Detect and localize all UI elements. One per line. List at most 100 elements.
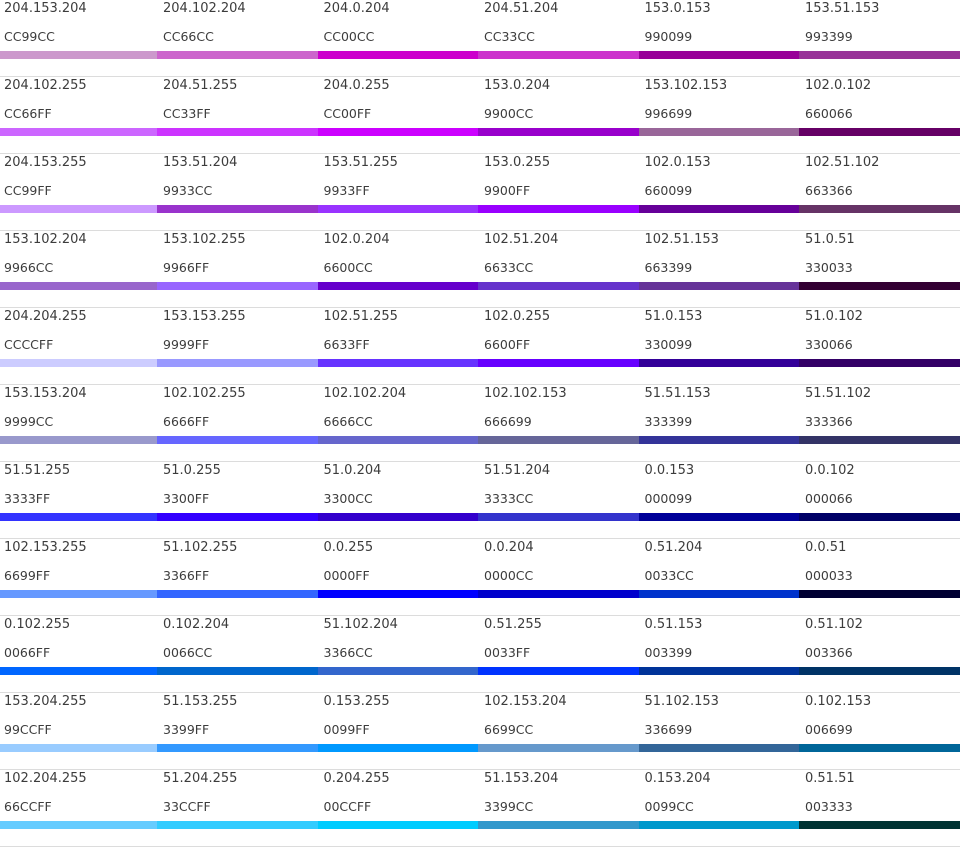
color-cell: 51.102.153 336699	[638, 693, 799, 769]
rgb-value: 153.51.204	[163, 155, 238, 170]
color-cell: 153.51.153 993399	[799, 0, 960, 76]
hex-value: CC66FF	[4, 106, 52, 121]
color-swatch	[0, 513, 157, 521]
color-row: 204.204.255 CCCCFF 153.153.255 9999FF 102.51…	[0, 308, 960, 385]
color-cell: 51.102.255 3366FF	[157, 539, 318, 615]
color-swatch	[478, 590, 639, 598]
rgb-value: 153.102.153	[644, 78, 728, 93]
color-swatch	[799, 51, 960, 59]
hex-value: 3333CC	[484, 491, 534, 506]
hex-value: 000033	[805, 568, 853, 583]
color-cell: 0.204.255 00CCFF	[317, 770, 478, 846]
color-row: 102.153.255 6699FF 51.102.255 3366FF 0.0.255…	[0, 539, 960, 616]
hex-value: 6633FF	[323, 337, 370, 352]
rgb-value: 0.153.204	[644, 771, 711, 786]
color-cell: 0.102.255 0066FF	[0, 616, 157, 692]
rgb-value: 153.204.255	[4, 694, 87, 709]
color-swatch	[157, 128, 318, 136]
color-cell: 102.204.255 66CCFF	[0, 770, 157, 846]
color-cell: 0.153.255 0099FF	[317, 693, 478, 769]
color-row: 153.102.204 9966CC 153.102.255 9966FF 102.0.…	[0, 231, 960, 308]
color-cell: 204.51.204 CC33CC	[478, 0, 639, 76]
rgb-value: 0.0.51	[805, 540, 847, 555]
rgb-value: 204.51.204	[484, 1, 559, 16]
rgb-value: 0.51.51	[805, 771, 855, 786]
color-cell: 0.0.255 0000FF	[317, 539, 478, 615]
color-cell: 51.0.255 3300FF	[157, 462, 318, 538]
hex-value: 333366	[805, 414, 853, 429]
hex-value: 0000CC	[484, 568, 534, 583]
rgb-value: 51.153.255	[163, 694, 238, 709]
color-cell: 153.102.153 996699	[638, 77, 799, 153]
hex-value: 9933FF	[323, 183, 370, 198]
color-swatch	[0, 744, 157, 752]
hex-value: 6699CC	[484, 722, 534, 737]
color-cell: 153.102.204 9966CC	[0, 231, 157, 307]
rgb-value: 102.51.102	[805, 155, 880, 170]
color-swatch	[478, 513, 639, 521]
rgb-value: 153.102.204	[4, 232, 87, 247]
color-cell: 51.51.204 3333CC	[478, 462, 639, 538]
color-swatch	[157, 51, 318, 59]
hex-value: 33CCFF	[163, 799, 211, 814]
color-cell: 0.0.51 000033	[799, 539, 960, 615]
color-cell: 153.153.255 9999FF	[157, 308, 318, 384]
color-cell: 102.0.204 6600CC	[317, 231, 478, 307]
rgb-value: 0.102.153	[805, 694, 872, 709]
hex-value: CC99CC	[4, 29, 55, 44]
hex-value: 3333FF	[4, 491, 51, 506]
hex-value: 99CCFF	[4, 722, 52, 737]
color-cell: 0.51.51 003333	[799, 770, 960, 846]
rgb-value: 51.204.255	[163, 771, 238, 786]
rgb-value: 102.0.255	[484, 309, 551, 324]
rgb-value: 102.0.153	[644, 155, 711, 170]
rgb-value: 102.204.255	[4, 771, 87, 786]
rgb-value: 51.51.204	[484, 463, 551, 478]
hex-value: CC00FF	[323, 106, 372, 121]
color-swatch	[799, 667, 960, 675]
rgb-value: 153.153.204	[4, 386, 87, 401]
color-swatch	[0, 436, 157, 444]
hex-value: 0066FF	[4, 645, 51, 660]
rgb-value: 153.0.153	[644, 1, 711, 16]
rgb-value: 0.0.153	[644, 463, 695, 478]
color-row: 204.102.255 CC66FF 204.51.255 CC33FF 204.0.2…	[0, 77, 960, 154]
color-cell: 51.0.51 330033	[799, 231, 960, 307]
rgb-value: 51.0.255	[163, 463, 221, 478]
hex-value: 003333	[805, 799, 853, 814]
color-cell: 153.153.204 9999CC	[0, 385, 157, 461]
hex-value: 9900FF	[484, 183, 531, 198]
hex-value: CC99FF	[4, 183, 52, 198]
rgb-value: 0.0.102	[805, 463, 855, 478]
rgb-value: 0.0.204	[484, 540, 534, 555]
hex-value: 0033CC	[644, 568, 694, 583]
color-cell: 51.153.204 3399CC	[478, 770, 639, 846]
color-swatch	[157, 282, 318, 290]
color-cell: 0.51.153 003399	[638, 616, 799, 692]
color-swatch	[317, 128, 478, 136]
color-row: 153.153.204 9999CC 102.102.255 6666FF 102.10…	[0, 385, 960, 462]
color-swatch	[799, 359, 960, 367]
color-swatch	[317, 667, 478, 675]
rgb-value: 102.51.255	[323, 309, 398, 324]
rgb-value: 153.0.255	[484, 155, 551, 170]
color-row: 204.153.204 CC99CC 204.102.204 CC66CC 204.0.…	[0, 0, 960, 77]
rgb-value: 0.51.153	[644, 617, 703, 632]
color-cell: 0.0.102 000066	[799, 462, 960, 538]
hex-value: 3300CC	[323, 491, 373, 506]
color-cell: 153.0.255 9900FF	[478, 154, 639, 230]
hex-value: 666699	[484, 414, 532, 429]
color-cell: 51.102.204 3366CC	[317, 616, 478, 692]
hex-value: 00CCFF	[323, 799, 372, 814]
color-swatch	[157, 667, 318, 675]
rgb-value: 153.102.255	[163, 232, 246, 247]
color-swatch	[157, 205, 318, 213]
rgb-value: 0.153.255	[323, 694, 390, 709]
color-swatch	[799, 821, 960, 829]
rgb-value: 204.153.255	[4, 155, 87, 170]
hex-value: 993399	[805, 29, 853, 44]
hex-value: 996699	[644, 106, 693, 121]
color-swatch	[799, 128, 960, 136]
color-cell: 204.153.255 CC99FF	[0, 154, 157, 230]
